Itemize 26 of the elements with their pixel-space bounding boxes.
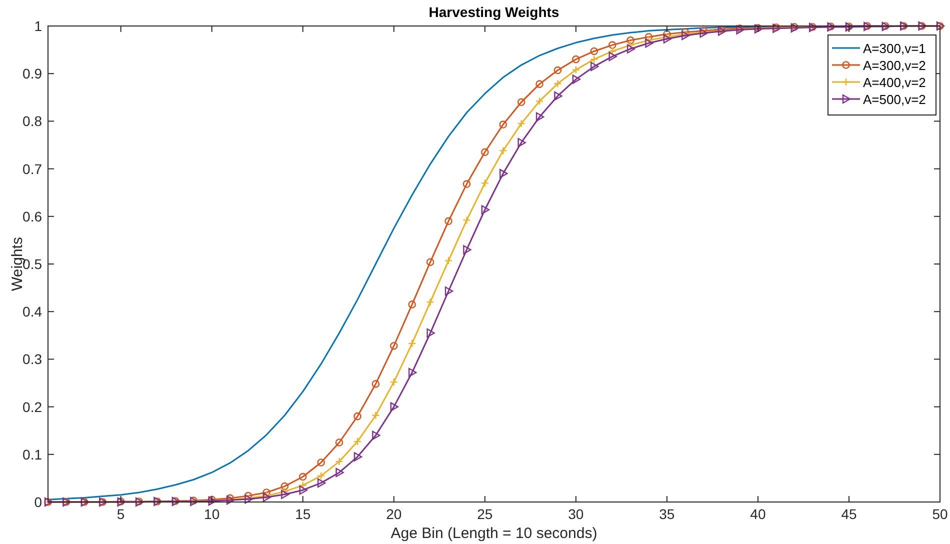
y-tick-label: 0.4: [22, 304, 42, 320]
y-tick-label: 0: [34, 494, 42, 510]
legend-label: A=300,v=2: [863, 58, 926, 73]
x-tick-label: 35: [659, 506, 675, 522]
y-tick-label: 0.6: [22, 208, 42, 224]
legend-label: A=400,v=2: [863, 75, 926, 90]
x-tick-label: 20: [386, 506, 402, 522]
y-tick-label: 0.9: [22, 66, 42, 82]
x-tick-label: 10: [204, 506, 220, 522]
x-tick-label: 40: [750, 506, 766, 522]
y-tick-label: 0.1: [22, 446, 42, 462]
y-tick-label: 0.2: [22, 398, 42, 415]
x-tick-label: 50: [932, 506, 948, 522]
x-axis-title: Age Bin (Length = 10 seconds): [390, 525, 598, 542]
chart-title: Harvesting Weights: [428, 4, 560, 20]
x-tick-label: 25: [477, 506, 493, 522]
y-tick-label: 0.3: [22, 351, 42, 368]
x-tick-label: 30: [568, 506, 584, 522]
x-tick-label: 45: [841, 506, 857, 522]
y-tick-label: 0.8: [22, 113, 42, 130]
x-tick-label: 15: [295, 506, 311, 522]
legend-label: A=500,v=2: [863, 92, 926, 107]
y-tick-label: 0.7: [22, 160, 42, 177]
legend-label: A=300,v=1: [863, 41, 926, 56]
x-tick-label: 5: [116, 506, 125, 522]
y-tick-label: 1: [34, 18, 42, 34]
